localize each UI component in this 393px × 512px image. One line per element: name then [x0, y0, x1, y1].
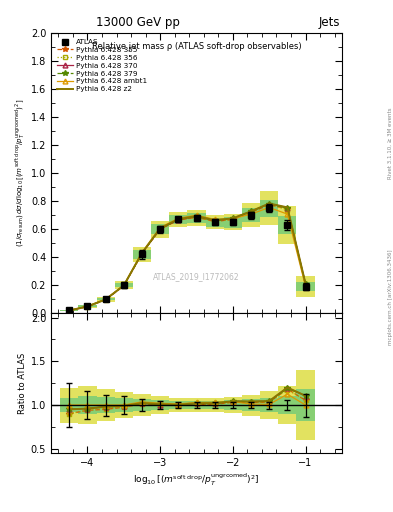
Text: Relative jet mass ρ (ATLAS soft-drop observables): Relative jet mass ρ (ATLAS soft-drop obs…	[92, 41, 301, 51]
Legend: ATLAS, Pythia 6.428 355, Pythia 6.428 356, Pythia 6.428 370, Pythia 6.428 379, P: ATLAS, Pythia 6.428 355, Pythia 6.428 35…	[55, 37, 150, 94]
X-axis label: $\log_{10}[(m^{\rm soft\ drop}/p_T^{\rm ungroomed})^2]$: $\log_{10}[(m^{\rm soft\ drop}/p_T^{\rm …	[133, 472, 260, 488]
Text: mcplots.cern.ch [arXiv:1306.3436]: mcplots.cern.ch [arXiv:1306.3436]	[388, 249, 393, 345]
Text: 13000 GeV pp: 13000 GeV pp	[95, 16, 180, 29]
Text: ATLAS_2019_I1772062: ATLAS_2019_I1772062	[153, 272, 240, 281]
Text: Rivet 3.1.10, ≥ 3M events: Rivet 3.1.10, ≥ 3M events	[388, 108, 393, 179]
Text: Jets: Jets	[318, 16, 340, 29]
Y-axis label: Ratio to ATLAS: Ratio to ATLAS	[18, 353, 27, 414]
Y-axis label: $(1/\sigma_{\rm resum})\,d\sigma/d\log_{10}[(m^{\rm soft\ drop}/p_T^{\rm ungroom: $(1/\sigma_{\rm resum})\,d\sigma/d\log_{…	[13, 99, 27, 247]
